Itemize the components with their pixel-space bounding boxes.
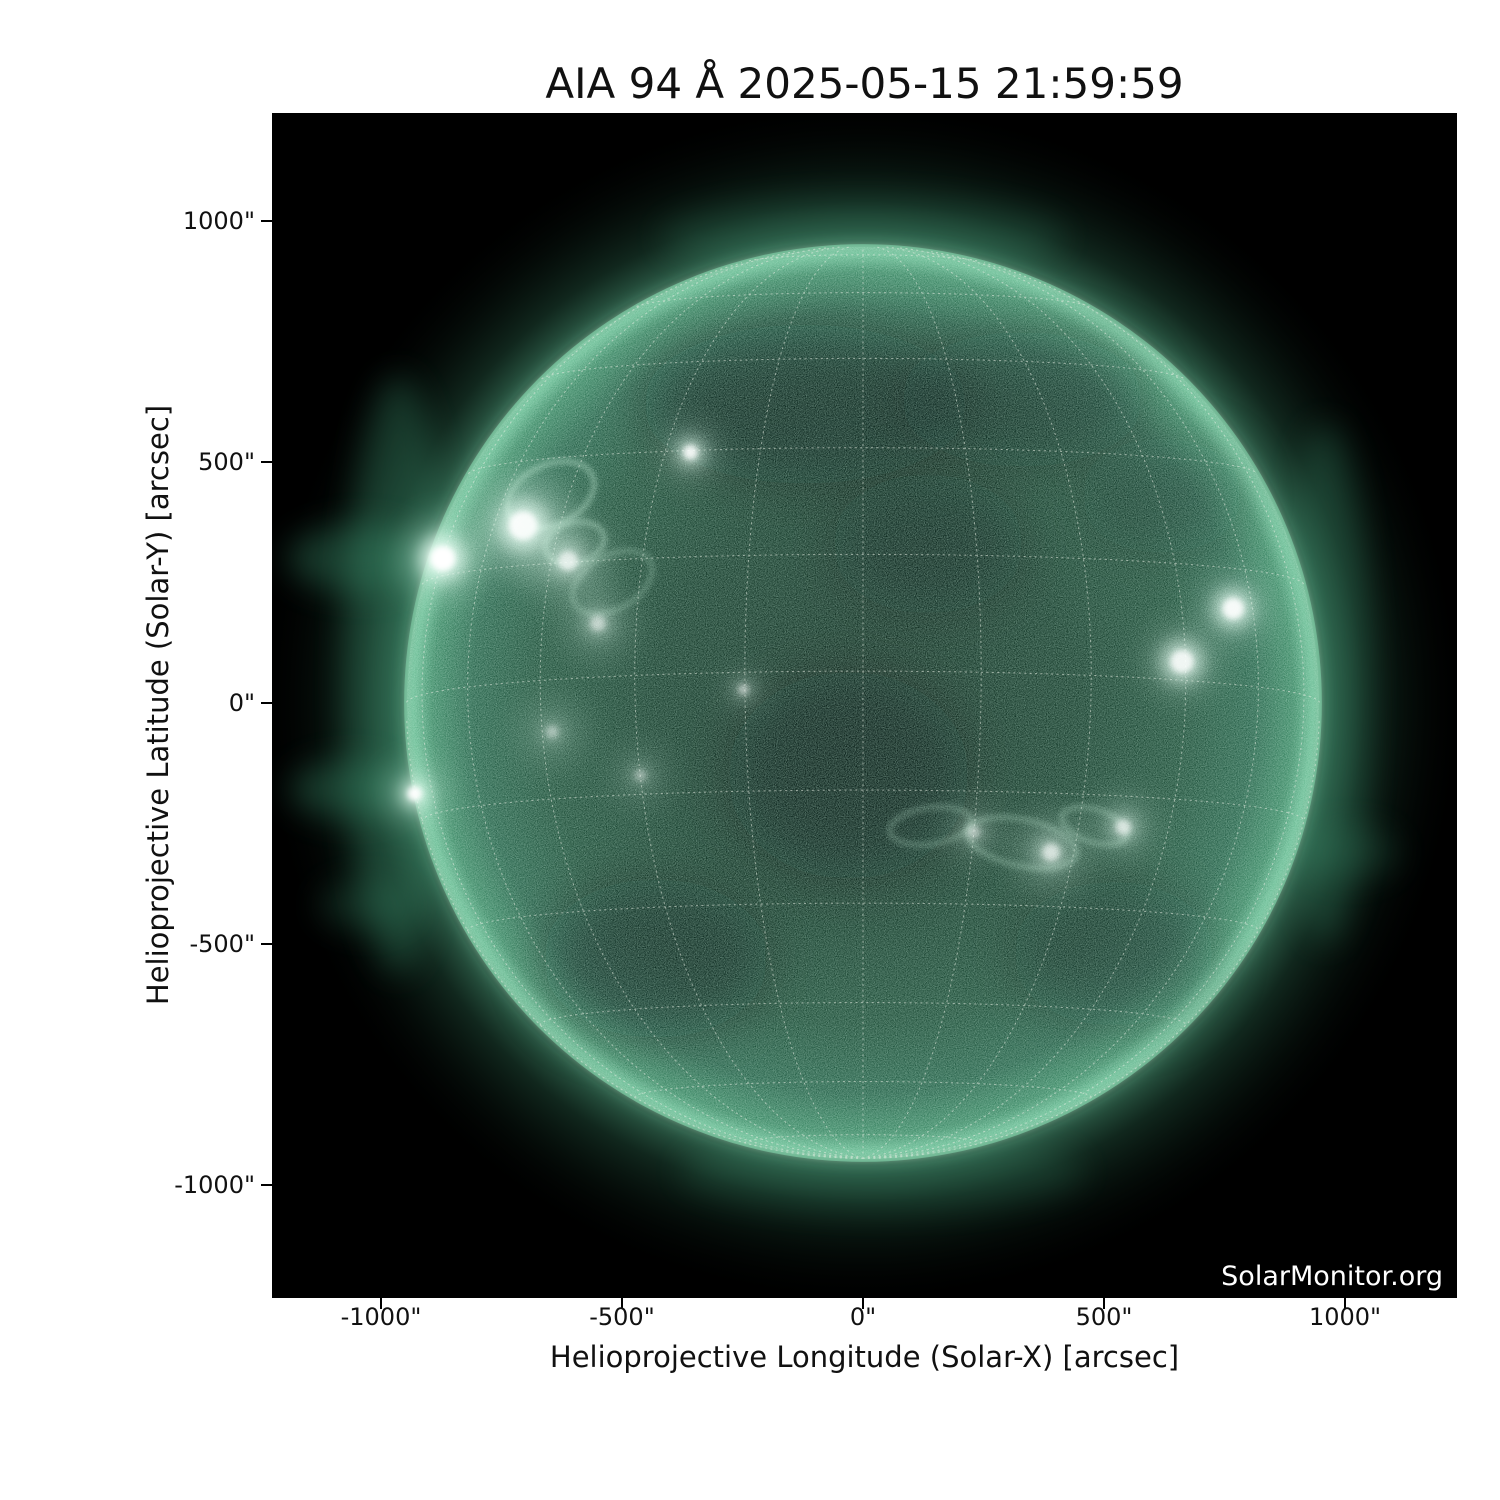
x-tick-label: 1000" (1308, 1303, 1382, 1331)
y-tick-mark (261, 1184, 272, 1186)
x-tick-mark (1344, 1298, 1346, 1309)
y-tick-label: 1000" (182, 207, 255, 235)
y-tick-label: 500" (198, 448, 255, 476)
x-tick-mark (380, 1298, 382, 1309)
x-tick-label: -1000" (340, 1303, 422, 1331)
watermark: SolarMonitor.org (1221, 1261, 1443, 1292)
x-tick-label: 500" (1075, 1303, 1133, 1331)
sun-image (272, 113, 1457, 1298)
y-tick-label: -500" (189, 930, 255, 958)
x-axis-label: Helioprojective Longitude (Solar-X) [arc… (549, 1340, 1180, 1374)
x-tick-label: -500" (589, 1303, 655, 1331)
x-tick-mark (862, 1298, 864, 1309)
y-tick-mark (261, 461, 272, 463)
x-tick-label: 0" (849, 1303, 877, 1331)
x-tick-mark (621, 1298, 623, 1309)
x-tick-mark (1103, 1298, 1105, 1309)
y-tick-mark (261, 943, 272, 945)
y-tick-mark (261, 702, 272, 704)
y-tick-label: -1000" (174, 1171, 255, 1199)
plot-area: SolarMonitor.org (272, 113, 1457, 1298)
figure-title: AIA 94 Å 2025-05-15 21:59:59 (545, 59, 1184, 108)
y-tick-mark (261, 220, 272, 222)
y-axis-label: Helioprojective Latitude (Solar-Y) [arcs… (141, 404, 175, 1006)
y-tick-label: 0" (228, 689, 255, 717)
